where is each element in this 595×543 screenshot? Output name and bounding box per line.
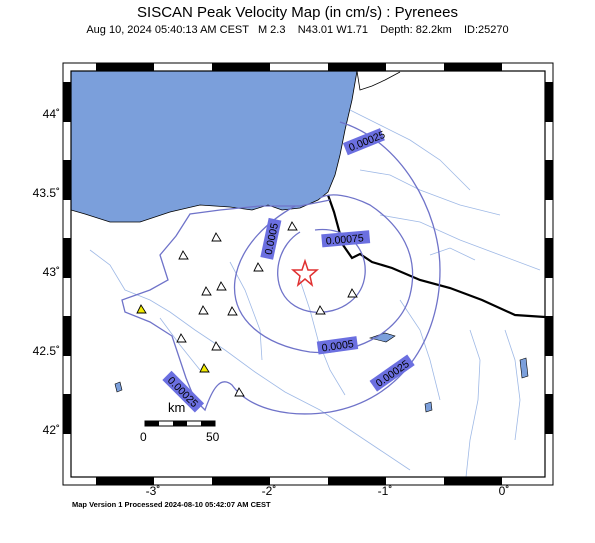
- y-tick-label: 43˚: [42, 265, 60, 279]
- station-triangle-icon: [227, 306, 238, 316]
- station-triangle-icon: [287, 221, 298, 231]
- station-triangle-icon: [216, 281, 227, 291]
- rivers: [89, 109, 541, 477]
- coastline: [356, 71, 401, 91]
- station-triangle-icon: [201, 286, 212, 296]
- x-tick-label: -3˚: [145, 484, 161, 498]
- scale-unit: km: [168, 400, 186, 415]
- station-triangle-icon: [199, 363, 210, 373]
- contour-0.0005: [233, 194, 414, 354]
- contour-label: 0.00025: [374, 358, 412, 390]
- scale-max-label: 50: [206, 430, 220, 444]
- country-border: [326, 194, 545, 319]
- lake: [368, 332, 396, 343]
- x-tick-label: -1˚: [377, 484, 393, 498]
- contour-label: 0.00075: [325, 232, 364, 247]
- lake: [519, 357, 529, 379]
- station-triangle-icon: [234, 387, 245, 397]
- station-triangle-icon: [211, 232, 222, 242]
- y-tick-label: 44˚: [42, 107, 60, 121]
- epicenter-star-icon: [290, 258, 320, 288]
- station-triangle-icon: [178, 250, 189, 260]
- lake: [424, 401, 433, 413]
- contour-0.00025: [121, 121, 441, 415]
- station-triangle-icon: [315, 305, 326, 315]
- contour-label: 0.00025: [347, 129, 387, 154]
- map-subtitle: Aug 10, 2024 05:40:13 AM CEST M 2.3 N43.…: [86, 24, 509, 36]
- scale-bar: [144, 420, 216, 427]
- sea-area: [71, 71, 358, 223]
- station-triangle-icon: [136, 304, 147, 314]
- station-triangle-icon: [211, 341, 222, 351]
- station-triangle-icon: [198, 305, 209, 315]
- contour-label: 0.0005: [321, 338, 355, 354]
- y-tick-label: 42.5˚: [32, 344, 60, 358]
- x-tick-label: 0˚: [498, 484, 510, 498]
- processing-footer: Map Version 1 Processed 2024-08-10 05:42…: [72, 500, 271, 509]
- lake: [114, 381, 123, 393]
- scale-min-label: 0: [140, 430, 147, 444]
- y-tick-label: 42˚: [42, 423, 60, 437]
- station-triangle-icon: [347, 288, 358, 298]
- station-triangle-icon: [253, 262, 264, 272]
- x-tick-label: -2˚: [261, 484, 277, 498]
- frame-ticks: [63, 63, 553, 485]
- map-title: SISCAN Peak Velocity Map (in cm/s) : Pyr…: [137, 4, 458, 21]
- station-triangle-icon: [176, 333, 187, 343]
- y-tick-label: 43.5˚: [32, 186, 60, 200]
